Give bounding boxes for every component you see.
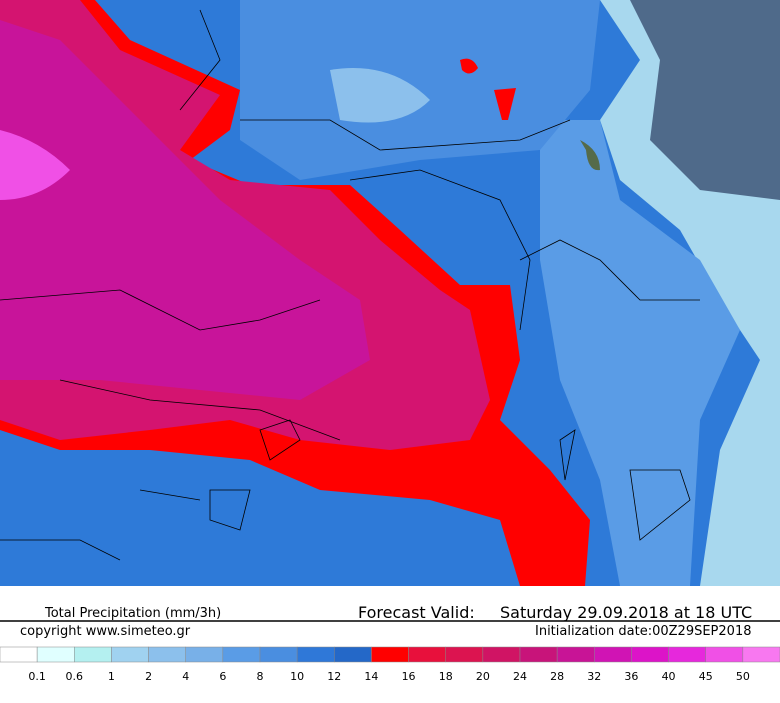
level-label: 8 [257,670,264,683]
forecast-time: Saturday 29.09.2018 at 18 UTC [500,603,752,622]
level-label: 20 [476,670,490,683]
color-swatch [296,646,335,663]
color-swatch [148,646,186,663]
color-swatch [668,646,706,663]
level-label: 0.6 [66,670,84,683]
colorbar: 0.1 0.6 1 2 4 6 8 10 12 14 16 18 20 24 28 32 36 40 45 50 [0,646,780,683]
color-swatch [482,646,521,663]
color-swatch [74,646,112,663]
level-label: 6 [219,670,226,683]
color-swatch [742,646,780,663]
color-swatch [631,646,669,663]
level-label: 24 [513,670,527,683]
level-label: 0.1 [28,670,46,683]
color-swatch [0,646,38,663]
level-label: 4 [182,670,189,683]
level-label: 2 [145,670,152,683]
color-swatch [222,646,261,663]
color-swatch [36,646,75,663]
level-label: 18 [439,670,453,683]
color-swatch [185,646,224,663]
level-label: 45 [699,670,713,683]
initialization: Initialization date:00Z29SEP2018 [535,624,751,639]
forecast-label: Forecast Valid: [358,603,475,622]
color-swatch [519,646,558,663]
level-label: 10 [290,670,304,683]
level-label: 12 [327,670,341,683]
level-label: 50 [736,670,750,683]
level-label: 14 [364,670,378,683]
color-swatch [705,646,744,663]
map [0,0,780,586]
color-swatch [556,646,595,663]
level-label: 36 [624,670,638,683]
color-swatch [371,646,409,663]
level-label: 40 [662,670,676,683]
level-label: 28 [550,670,564,683]
color-swatch [259,646,298,663]
color-swatch [594,646,632,663]
color-swatch [408,646,446,663]
copyright: copyright www.simeteo.gr [20,624,191,639]
color-swatch [334,646,372,663]
color-swatch [111,646,149,663]
level-label: 1 [108,670,115,683]
level-label: 32 [587,670,601,683]
level-label: 16 [402,670,416,683]
color-swatch [445,646,484,663]
title: Total Precipitation (mm/3h) [44,606,221,621]
